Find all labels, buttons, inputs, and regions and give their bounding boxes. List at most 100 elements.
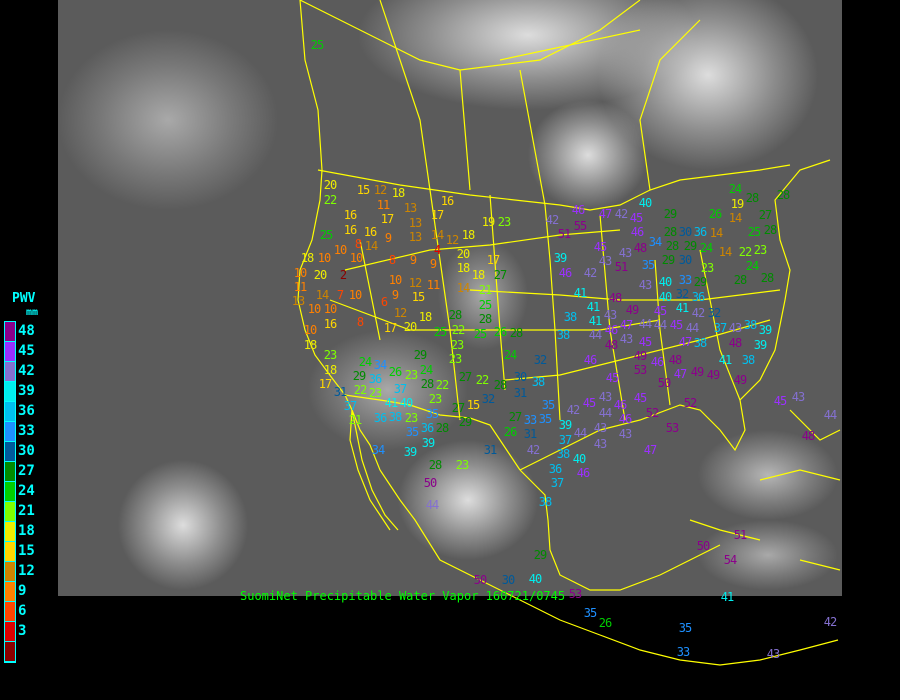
station-pwv-value: 40	[658, 290, 672, 304]
station-pwv-value: 41	[718, 353, 732, 367]
station-pwv-value: 15	[466, 398, 480, 412]
station-pwv-value: 10	[307, 302, 321, 316]
station-pwv-value: 27	[508, 410, 522, 424]
station-pwv-value: 16	[323, 317, 337, 331]
station-pwv-value: 39	[753, 338, 767, 352]
station-pwv-value: 28	[509, 326, 523, 340]
station-pwv-value: 14	[718, 245, 732, 259]
legend-tick-label: 15	[18, 543, 35, 559]
legend-swatch	[5, 642, 15, 662]
station-pwv-value: 49	[625, 303, 639, 317]
cloud	[398, 440, 538, 560]
station-pwv-value: 8	[388, 253, 396, 267]
station-pwv-value: 27	[493, 268, 507, 282]
station-pwv-value: 36	[693, 225, 707, 239]
caribbean-coasts	[689, 409, 841, 571]
station-pwv-value: 15	[411, 290, 425, 304]
station-pwv-value: 51	[614, 260, 628, 274]
legend-swatch	[5, 342, 15, 362]
station-pwv-value: 45	[653, 304, 667, 318]
station-pwv-value: 50	[657, 376, 671, 390]
station-pwv-value: 30	[513, 370, 527, 384]
station-pwv-value: 23	[368, 386, 382, 400]
station-pwv-value: 23	[753, 243, 767, 257]
station-pwv-value: 29	[533, 548, 547, 562]
station-pwv-value: 35	[405, 425, 419, 439]
station-pwv-value: 22	[738, 245, 752, 259]
legend-tick-label: 6	[18, 603, 27, 619]
station-pwv-value: 26	[598, 616, 612, 630]
station-pwv-value: 35	[538, 412, 552, 426]
station-pwv-value: 44	[588, 328, 602, 342]
station-pwv-value: 46	[583, 353, 597, 367]
station-pwv-value: 29	[458, 415, 472, 429]
station-pwv-value: 46	[650, 355, 664, 369]
station-pwv-value: 27	[758, 208, 772, 222]
station-pwv-value: 26	[708, 207, 722, 221]
station-pwv-value: 27	[451, 401, 465, 415]
station-pwv-value: 47	[598, 207, 612, 221]
legend-swatch	[5, 362, 15, 382]
station-pwv-value: 43	[619, 332, 633, 346]
station-pwv-value: 38	[741, 353, 755, 367]
legend-tick-label: 27	[18, 463, 35, 479]
station-pwv-value: 44	[573, 426, 587, 440]
station-pwv-value: 49	[633, 349, 647, 363]
station-pwv-value: 14	[709, 226, 723, 240]
station-pwv-value: 26	[493, 325, 507, 339]
station-pwv-value: 50	[473, 573, 487, 587]
legend-swatch	[5, 482, 15, 502]
cloud	[698, 520, 838, 590]
station-pwv-value: 28	[763, 223, 777, 237]
station-pwv-value: 34	[648, 235, 662, 249]
station-pwv-value: 23	[450, 338, 464, 352]
station-pwv-value: 13	[403, 201, 417, 215]
station-pwv-value: 22	[435, 378, 449, 392]
legend-tick-label: 30	[18, 443, 35, 459]
station-pwv-value: 29	[413, 348, 427, 362]
station-pwv-value: 23	[404, 411, 418, 425]
station-pwv-value: 28	[745, 191, 759, 205]
station-pwv-value: 44	[598, 406, 612, 420]
station-pwv-value: 18	[471, 268, 485, 282]
legend-tick-label: 33	[18, 423, 35, 439]
station-pwv-value: 55	[573, 219, 587, 233]
station-pwv-value: 9	[384, 231, 392, 245]
station-pwv-value: 44	[425, 498, 439, 512]
station-pwv-value: 45	[629, 211, 643, 225]
station-pwv-value: 37	[550, 476, 564, 490]
station-pwv-value: 18	[300, 251, 314, 265]
station-pwv-value: 42	[545, 213, 559, 227]
station-pwv-value: 48	[608, 291, 622, 305]
station-pwv-value: 23	[428, 392, 442, 406]
station-pwv-value: 36	[691, 290, 705, 304]
station-pwv-value: 25	[433, 325, 447, 339]
station-pwv-value: 34	[371, 443, 385, 457]
station-pwv-value: 49	[690, 365, 704, 379]
pwv-color-legend: PWV mm 48 45 42 39 36 33 30 27 24 21 18 15 12 9 6 3	[4, 292, 60, 672]
station-pwv-value: 31	[333, 385, 347, 399]
station-pwv-value: 22	[323, 193, 337, 207]
station-pwv-value: 24	[728, 182, 742, 196]
station-pwv-value: 44	[685, 321, 699, 335]
station-pwv-value: 18	[461, 228, 475, 242]
legend-tick-label: 21	[18, 503, 35, 519]
station-pwv-value: 10	[303, 323, 317, 337]
station-pwv-value: 46	[630, 225, 644, 239]
legend-swatch	[5, 382, 15, 402]
station-pwv-value: 43	[593, 421, 607, 435]
station-pwv-value: 35	[583, 606, 597, 620]
station-pwv-value: 46	[613, 398, 627, 412]
station-pwv-value: 10	[293, 266, 307, 280]
station-pwv-value: 49	[706, 368, 720, 382]
station-pwv-value: 28	[760, 271, 774, 285]
station-pwv-value: 40	[658, 275, 672, 289]
canada-provinces	[299, 0, 701, 191]
station-pwv-value: 15	[356, 183, 370, 197]
station-pwv-value: 43	[638, 278, 652, 292]
station-pwv-value: 12	[445, 233, 459, 247]
station-pwv-value: 46	[558, 266, 572, 280]
station-pwv-value: 54	[723, 553, 737, 567]
station-pwv-value: 50	[696, 539, 710, 553]
